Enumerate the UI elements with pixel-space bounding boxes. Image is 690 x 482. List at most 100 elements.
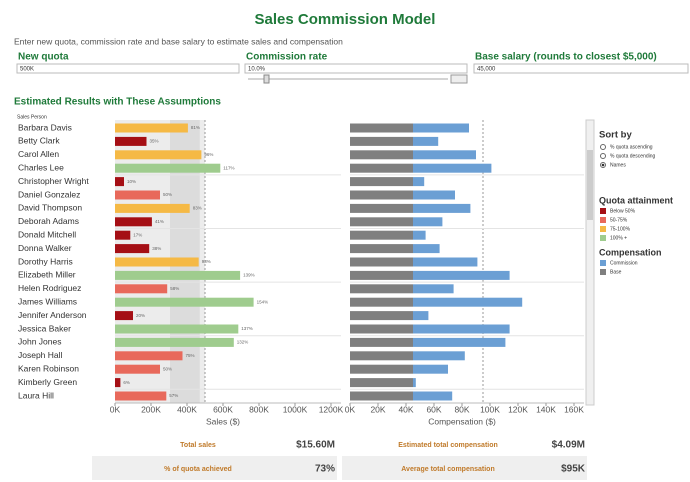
value-label: 57% (169, 393, 178, 398)
radio-label[interactable]: % quota ascending (610, 144, 653, 150)
x-tick-label: 800K (249, 404, 269, 414)
row-label: Charles Lee (18, 162, 64, 172)
row-label: Jennifer Anderson (18, 310, 87, 320)
x-tick-label: 60K (426, 404, 441, 414)
bar-segment (350, 163, 413, 173)
quota-input[interactable] (16, 63, 240, 74)
bar-segment (413, 136, 439, 146)
value-label: 137% (241, 326, 253, 331)
radio-dot[interactable] (601, 163, 605, 167)
value-label: 38% (152, 246, 161, 251)
legend-swatch (600, 269, 606, 275)
value-label: 96% (204, 152, 213, 157)
legend-label: 75-100% (610, 226, 631, 232)
bar-segment (413, 324, 510, 334)
scrollbar[interactable] (585, 119, 595, 406)
value-label: 50% (163, 366, 172, 371)
bar-segment (413, 351, 465, 361)
legend-swatch (600, 235, 606, 241)
slider-steppers[interactable] (450, 74, 468, 84)
radio[interactable] (600, 144, 606, 150)
row-label: Elizabeth Miller (18, 270, 76, 280)
value-label: 58% (170, 286, 179, 291)
bar-segment (350, 337, 413, 347)
legend-title: Sort by (599, 130, 632, 141)
bar (115, 391, 167, 401)
summary-label: % of quota achieved (164, 466, 232, 473)
summary-value: $4.09M (552, 440, 585, 451)
bar-segment (413, 177, 425, 187)
scrollbar-thumb[interactable] (587, 150, 593, 220)
bar-segment (413, 217, 443, 227)
radio-label[interactable]: % quota descending (610, 153, 656, 159)
x-tick-label: 120K (508, 404, 528, 414)
row-label: Barbara Davis (18, 122, 72, 132)
value-label: 83% (193, 206, 202, 211)
x-tick-label: 400K (177, 404, 197, 414)
x-tick-label: 0K (345, 404, 356, 414)
bar-segment (350, 123, 413, 133)
bar-segment (413, 311, 429, 321)
bar-segment (413, 163, 492, 173)
control-value[interactable]: 45,000 (477, 67, 496, 73)
bar (115, 244, 150, 254)
row-label: Christopher Wright (18, 176, 89, 186)
control-label: New quota (18, 52, 69, 63)
value-label: 93% (202, 259, 211, 264)
slider-thumb[interactable] (263, 74, 270, 84)
value-label: 50% (163, 192, 172, 197)
control-value[interactable]: 500K (20, 67, 34, 73)
rate-input[interactable] (244, 63, 468, 74)
summary-bg (92, 456, 337, 480)
row-label: Betty Clark (18, 136, 60, 146)
radio-label[interactable]: Names (610, 162, 626, 168)
bar (115, 378, 121, 388)
bar-segment (350, 270, 413, 280)
bar-segment (413, 284, 454, 294)
summary-value: 73% (315, 464, 335, 475)
value-label: 81% (191, 125, 200, 130)
bar (115, 136, 147, 146)
value-label: 75% (186, 353, 195, 358)
value-label: 10% (127, 179, 136, 184)
x-tick-label: 140K (536, 404, 556, 414)
row-label: Daniel Gonzalez (18, 189, 80, 199)
control-value[interactable]: 10.0% (248, 67, 266, 73)
row-label: Laura Hill (18, 390, 54, 400)
bar-segment (350, 150, 413, 160)
bar-segment (350, 378, 413, 388)
summary-value: $95K (561, 464, 586, 475)
row-label: Dorothy Harris (18, 256, 73, 266)
bar (115, 217, 152, 227)
row-label: Deborah Adams (18, 216, 79, 226)
bar-segment (350, 284, 413, 294)
summary-label: Estimated total compensation (398, 442, 498, 449)
subtitle: Enter new quota, commission rate and bas… (14, 36, 343, 46)
radio[interactable] (600, 153, 606, 159)
title: Sales Commission Model (255, 11, 436, 28)
bar (115, 364, 160, 374)
row-label: Jessica Baker (18, 323, 71, 333)
bar-segment (350, 230, 413, 240)
bar-segment (350, 177, 413, 187)
legend-label: Below 50% (610, 208, 636, 214)
value-label: 17% (133, 232, 142, 237)
bar-segment (413, 244, 440, 254)
bar (115, 123, 188, 133)
legend-label: 50-75% (610, 217, 628, 223)
row-label: Karen Robinson (18, 363, 79, 373)
bar-segment (350, 297, 413, 307)
bar-segment (350, 351, 413, 361)
row-label: Joseph Hall (18, 350, 63, 360)
summary-value: $15.60M (296, 440, 335, 451)
bar-segment (413, 257, 478, 267)
value-label: 132% (237, 340, 249, 345)
bar-segment (350, 217, 413, 227)
value-label: 20% (136, 313, 145, 318)
x-tick-label: 100K (480, 404, 500, 414)
bar-segment (413, 230, 426, 240)
row-label: John Jones (18, 337, 61, 347)
bar-segment (350, 311, 413, 321)
salary-input[interactable] (473, 63, 689, 74)
bar (115, 351, 183, 361)
